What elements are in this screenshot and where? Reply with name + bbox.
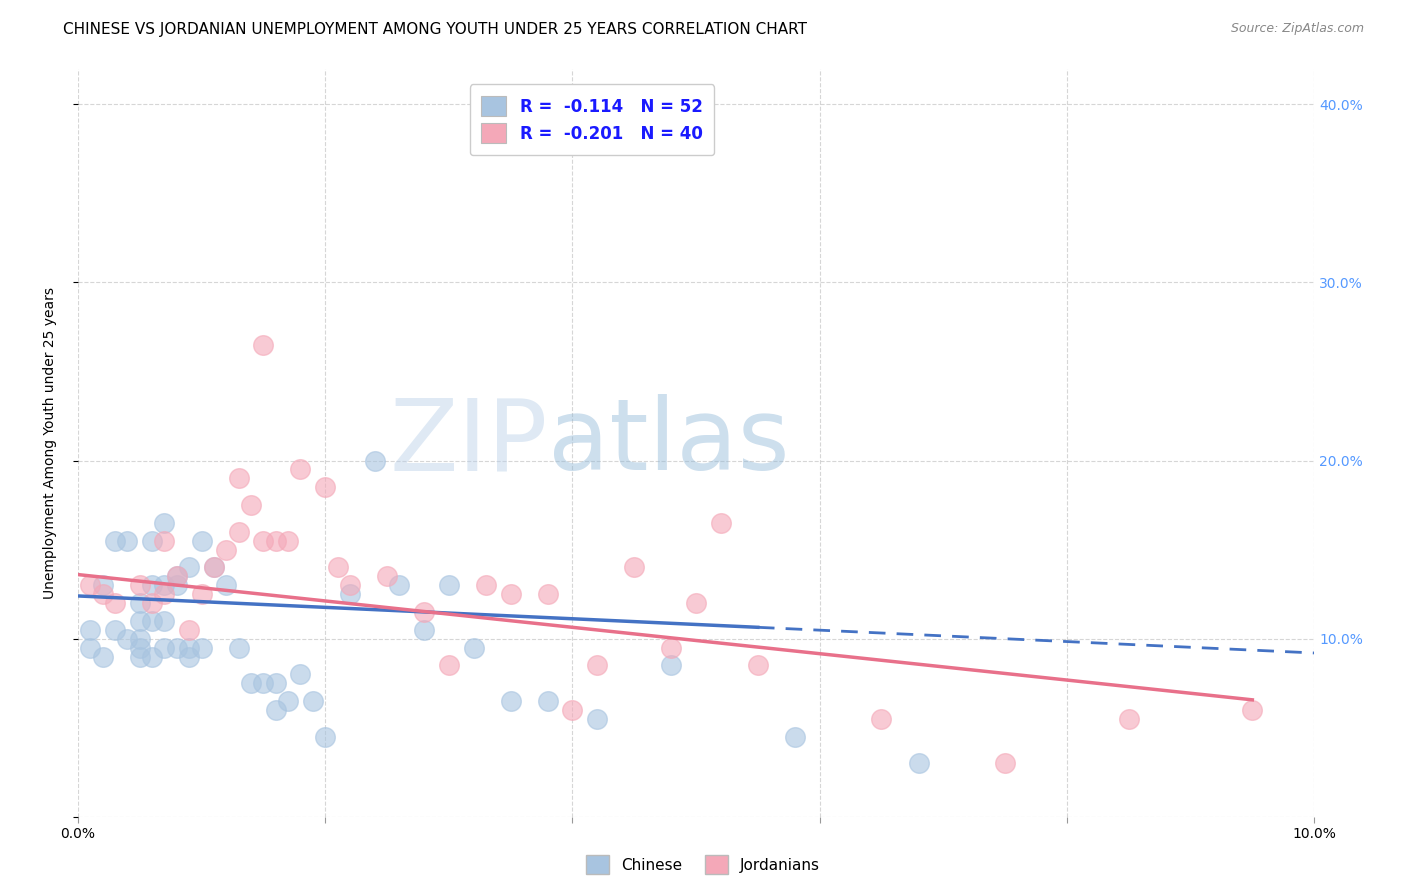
Point bbox=[870, 712, 893, 726]
Point bbox=[153, 578, 176, 592]
Point bbox=[475, 578, 498, 592]
Point bbox=[117, 533, 139, 548]
Point bbox=[659, 640, 682, 655]
Point bbox=[437, 658, 460, 673]
Point bbox=[375, 569, 398, 583]
Point bbox=[561, 703, 583, 717]
Point bbox=[301, 694, 323, 708]
Point bbox=[413, 605, 436, 619]
Point bbox=[264, 703, 287, 717]
Point bbox=[586, 712, 609, 726]
Point bbox=[747, 658, 769, 673]
Point bbox=[179, 640, 201, 655]
Point bbox=[190, 640, 212, 655]
Point bbox=[190, 533, 212, 548]
Point bbox=[907, 756, 929, 771]
Point bbox=[79, 578, 101, 592]
Point bbox=[463, 640, 485, 655]
Point bbox=[141, 578, 163, 592]
Text: atlas: atlas bbox=[548, 394, 789, 491]
Point bbox=[252, 337, 274, 351]
Point bbox=[179, 649, 201, 664]
Point bbox=[179, 560, 201, 574]
Point bbox=[128, 640, 150, 655]
Point bbox=[104, 533, 127, 548]
Point bbox=[277, 694, 299, 708]
Point bbox=[264, 533, 287, 548]
Point bbox=[128, 578, 150, 592]
Point bbox=[166, 578, 188, 592]
Point bbox=[388, 578, 411, 592]
Point bbox=[586, 658, 609, 673]
Point bbox=[710, 516, 733, 530]
Point bbox=[202, 560, 225, 574]
Point bbox=[141, 649, 163, 664]
Point bbox=[659, 658, 682, 673]
Point bbox=[153, 533, 176, 548]
Point bbox=[537, 694, 560, 708]
Point bbox=[228, 471, 250, 485]
Legend: R =  -0.114   N = 52, R =  -0.201   N = 40: R = -0.114 N = 52, R = -0.201 N = 40 bbox=[470, 85, 714, 155]
Point bbox=[153, 587, 176, 601]
Point bbox=[141, 614, 163, 628]
Point bbox=[104, 596, 127, 610]
Legend: Chinese, Jordanians: Chinese, Jordanians bbox=[579, 849, 827, 880]
Point bbox=[277, 533, 299, 548]
Point bbox=[623, 560, 645, 574]
Point bbox=[685, 596, 707, 610]
Point bbox=[1241, 703, 1264, 717]
Point bbox=[91, 587, 114, 601]
Point bbox=[499, 587, 522, 601]
Point bbox=[228, 640, 250, 655]
Point bbox=[128, 614, 150, 628]
Point bbox=[141, 533, 163, 548]
Text: Source: ZipAtlas.com: Source: ZipAtlas.com bbox=[1230, 22, 1364, 36]
Text: CHINESE VS JORDANIAN UNEMPLOYMENT AMONG YOUTH UNDER 25 YEARS CORRELATION CHART: CHINESE VS JORDANIAN UNEMPLOYMENT AMONG … bbox=[63, 22, 807, 37]
Point bbox=[202, 560, 225, 574]
Point bbox=[228, 524, 250, 539]
Point bbox=[537, 587, 560, 601]
Point bbox=[314, 480, 336, 494]
Point bbox=[413, 623, 436, 637]
Point bbox=[314, 730, 336, 744]
Point bbox=[117, 632, 139, 646]
Point bbox=[179, 623, 201, 637]
Point bbox=[339, 587, 361, 601]
Point bbox=[1118, 712, 1140, 726]
Point bbox=[783, 730, 806, 744]
Point bbox=[437, 578, 460, 592]
Point bbox=[166, 569, 188, 583]
Point bbox=[91, 578, 114, 592]
Point bbox=[215, 542, 238, 557]
Point bbox=[190, 587, 212, 601]
Y-axis label: Unemployment Among Youth under 25 years: Unemployment Among Youth under 25 years bbox=[44, 286, 58, 599]
Point bbox=[264, 676, 287, 690]
Point bbox=[153, 614, 176, 628]
Text: ZIP: ZIP bbox=[389, 394, 548, 491]
Point bbox=[326, 560, 349, 574]
Point bbox=[104, 623, 127, 637]
Point bbox=[252, 533, 274, 548]
Point bbox=[252, 676, 274, 690]
Point bbox=[153, 516, 176, 530]
Point bbox=[240, 498, 263, 512]
Point bbox=[499, 694, 522, 708]
Point bbox=[166, 640, 188, 655]
Point bbox=[994, 756, 1017, 771]
Point bbox=[153, 640, 176, 655]
Point bbox=[128, 632, 150, 646]
Point bbox=[339, 578, 361, 592]
Point bbox=[363, 453, 385, 467]
Point bbox=[79, 623, 101, 637]
Point bbox=[79, 640, 101, 655]
Point bbox=[166, 569, 188, 583]
Point bbox=[290, 462, 312, 476]
Point bbox=[128, 596, 150, 610]
Point bbox=[128, 649, 150, 664]
Point bbox=[141, 596, 163, 610]
Point bbox=[91, 649, 114, 664]
Point bbox=[290, 667, 312, 681]
Point bbox=[215, 578, 238, 592]
Point bbox=[240, 676, 263, 690]
